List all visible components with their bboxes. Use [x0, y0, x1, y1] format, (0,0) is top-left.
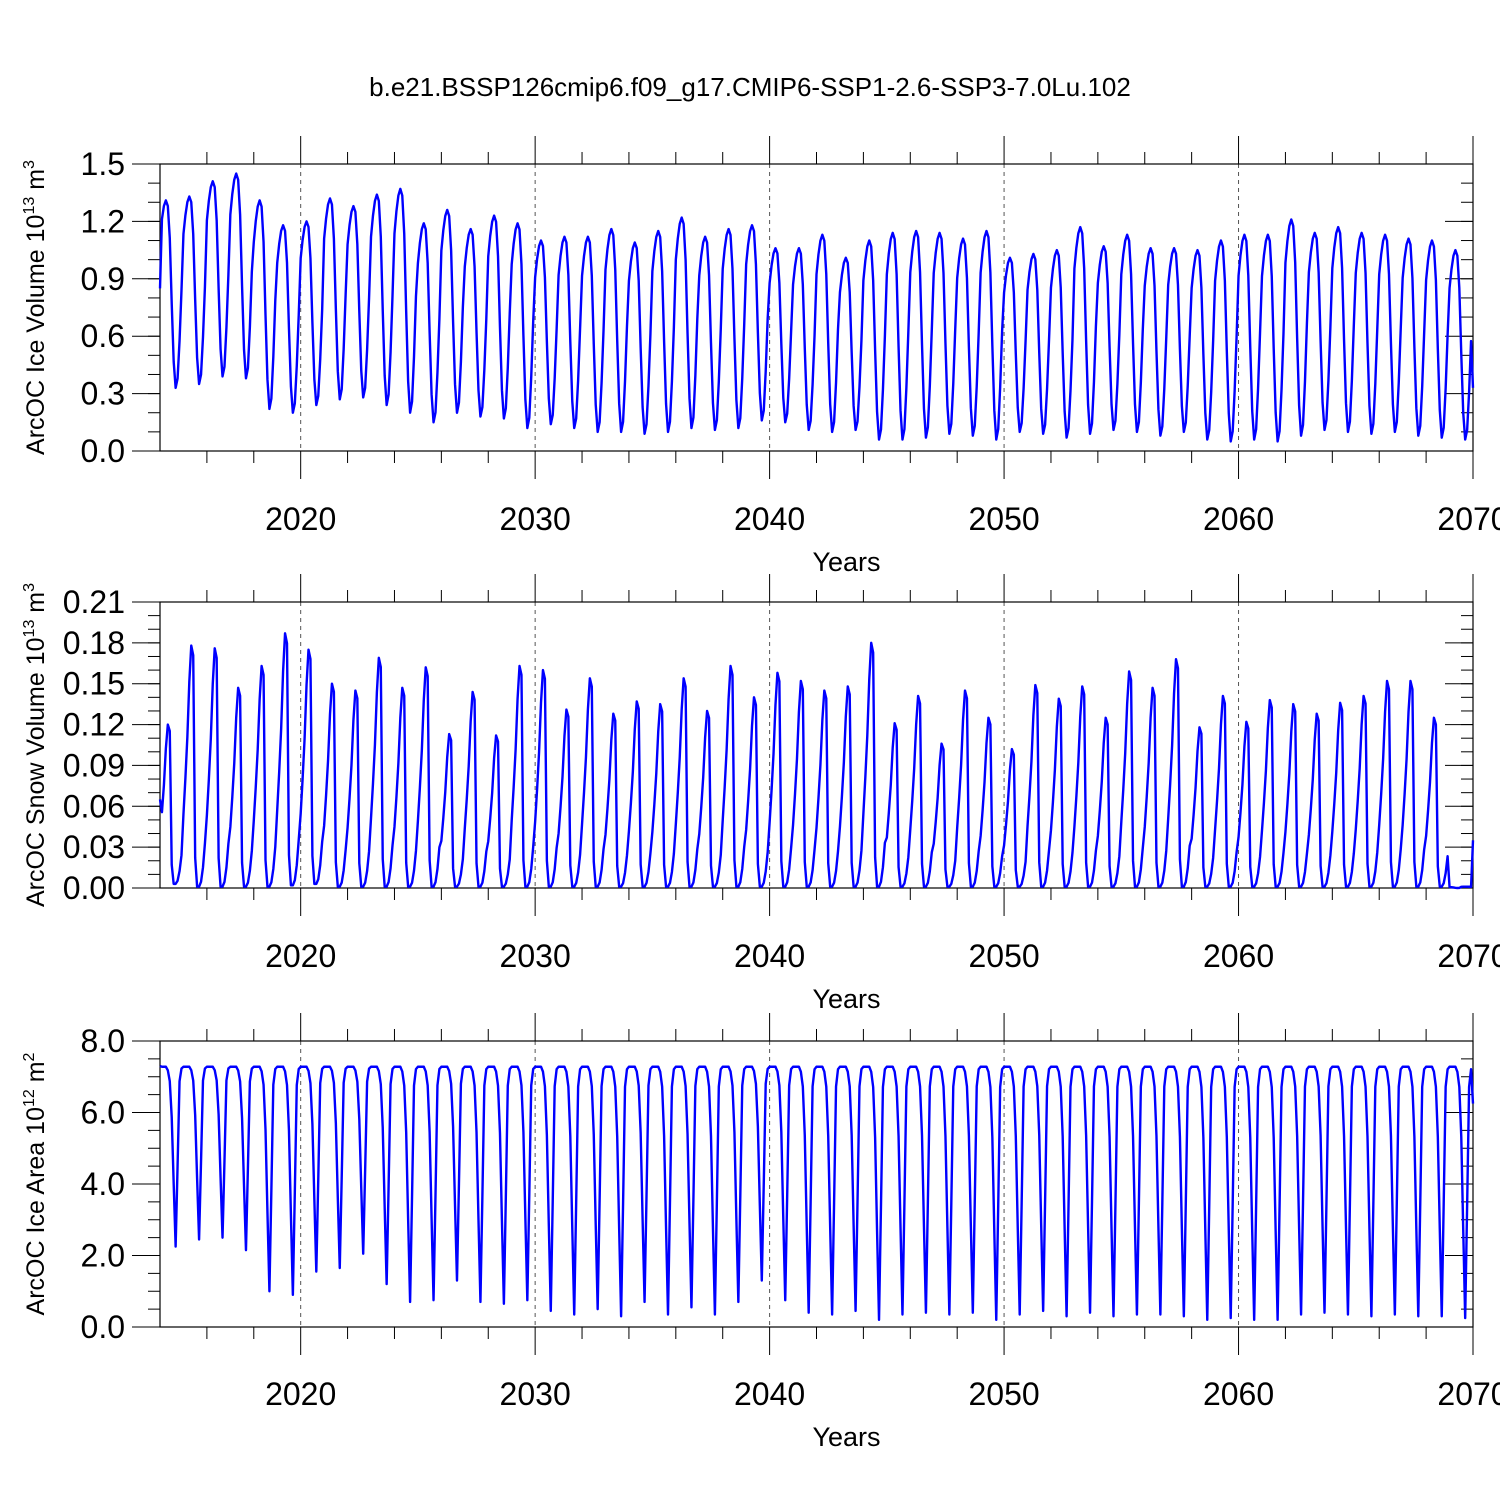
y-tick-label: 0.15	[63, 666, 125, 702]
y-axis-label-exponent: 12	[21, 1089, 38, 1107]
x-tick-label: 2050	[968, 1376, 1039, 1412]
panel-3: 0.0 2.0 4.0 6.0 8.0 2020 2030 2040 2050 2060 2070 Y…	[21, 1013, 1500, 1452]
x-axis-label: Years	[812, 1422, 880, 1452]
y-axis-label: ArcOC Ice Area 1012 m2	[21, 1052, 50, 1315]
x-tick-label: 2060	[1203, 938, 1274, 974]
x-tick-label: 2030	[500, 1376, 571, 1412]
y-axis-label-unit-exponent: 3	[21, 583, 38, 592]
y-axis-label-text: ArcOC Ice Volume 10	[22, 215, 50, 455]
x-tick-label: 2060	[1203, 501, 1274, 537]
x-tick-label: 2020	[265, 501, 336, 537]
y-tick-label: 8.0	[81, 1023, 125, 1059]
y-axis-label-text: ArcOC Snow Volume 10	[22, 637, 50, 907]
y-tick-label: 0.0	[81, 433, 125, 469]
y-tick-label: 0.3	[81, 376, 125, 412]
data-series-line	[158, 172, 1475, 443]
x-tick-label: 2040	[734, 938, 805, 974]
y-axis-label-unit: m	[22, 1061, 50, 1089]
x-tick-label: 2070	[1437, 938, 1500, 974]
y-tick-label: 0.06	[63, 788, 125, 824]
x-tick-label: 2040	[734, 1376, 805, 1412]
x-axis-label: Years	[812, 984, 880, 1014]
x-tick-label: 2020	[265, 1376, 336, 1412]
x-tick-label: 2070	[1437, 501, 1500, 537]
y-axis-label-exponent: 13	[21, 620, 38, 638]
x-axis-label: Years	[812, 547, 880, 577]
y-axis-label-unit-exponent: 2	[21, 1052, 38, 1061]
x-tick-label: 2060	[1203, 1376, 1274, 1412]
y-tick-label: 4.0	[81, 1166, 125, 1202]
x-tick-label: 2050	[968, 938, 1039, 974]
y-axis-label: ArcOC Snow Volume 1013 m3	[21, 583, 50, 907]
x-tick-label: 2020	[265, 938, 336, 974]
x-tick-label: 2050	[968, 501, 1039, 537]
y-axis-label-exponent: 13	[21, 197, 38, 215]
x-tick-label: 2040	[734, 501, 805, 537]
y-axis-label-text: ArcOC Ice Area 10	[22, 1107, 50, 1315]
y-tick-label: 0.0	[81, 1309, 125, 1345]
y-tick-label: 6.0	[81, 1095, 125, 1131]
data-series-line	[158, 632, 1475, 890]
y-tick-label: 2.0	[81, 1238, 125, 1274]
x-tick-label: 2030	[500, 501, 571, 537]
x-tick-label: 2030	[500, 938, 571, 974]
y-tick-label: 1.2	[81, 203, 125, 239]
y-tick-label: 0.12	[63, 707, 125, 743]
y-axis-label: ArcOC Ice Volume 1013 m3	[21, 160, 50, 455]
y-tick-label: 0.21	[63, 584, 125, 620]
panel-1: 0.0 0.3 0.6 0.9 1.2 1.5 2020 2030 2040 2050 2060 20…	[21, 136, 1500, 577]
y-axis-label-unit: m	[22, 169, 50, 197]
x-tick-label: 2070	[1437, 1376, 1500, 1412]
y-axis-label-unit-exponent: 3	[21, 160, 38, 169]
y-tick-label: 0.09	[63, 747, 125, 783]
y-axis-label-unit: m	[22, 592, 50, 620]
y-tick-label: 0.18	[63, 625, 125, 661]
panel-2: 0.00 0.03 0.06 0.09 0.12 0.15 0.18 0.21 2020 2030…	[21, 574, 1500, 1014]
y-tick-label: 1.5	[81, 146, 125, 182]
chart-title: b.e21.BSSP126cmip6.f09_g17.CMIP6-SSP1-2.…	[369, 72, 1131, 102]
y-tick-label: 0.03	[63, 829, 125, 865]
y-tick-label: 0.6	[81, 318, 125, 354]
y-tick-label: 0.00	[63, 870, 125, 906]
y-tick-label: 0.9	[81, 261, 125, 297]
data-series-line	[159, 1064, 1475, 1322]
